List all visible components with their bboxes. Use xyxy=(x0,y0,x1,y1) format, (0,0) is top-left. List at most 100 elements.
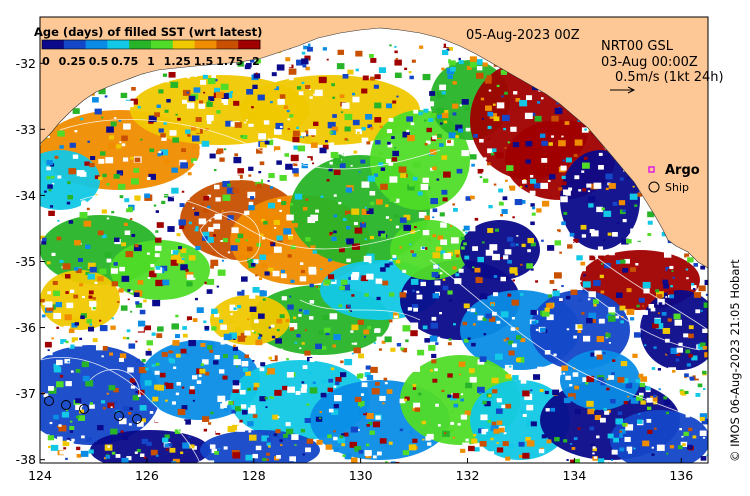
sst-speckle-cell xyxy=(366,375,374,381)
sst-speckle-cell xyxy=(600,290,605,294)
sst-speckle-cell xyxy=(369,430,375,435)
sst-speckle-cell xyxy=(169,447,176,453)
sst-speckle-cell xyxy=(322,144,329,150)
sst-speckle-cell xyxy=(240,250,247,256)
sst-speckle-cell xyxy=(388,104,396,110)
sst-speckle-cell xyxy=(342,454,346,457)
lat-tick-label: -38 xyxy=(16,452,36,467)
sst-speckle-cell xyxy=(97,425,104,431)
sst-speckle-cell xyxy=(189,389,196,395)
sst-speckle-cell xyxy=(590,352,596,357)
sst-speckle-cell xyxy=(689,376,695,381)
sst-speckle-cell xyxy=(333,157,342,164)
sst-speckle-cell xyxy=(71,316,79,324)
sst-speckle-cell xyxy=(430,322,438,329)
sst-speckle-cell xyxy=(261,263,268,269)
sst-speckle-cell xyxy=(402,450,410,456)
sst-speckle-cell xyxy=(597,458,605,463)
sst-speckle-cell xyxy=(692,288,696,291)
sst-speckle-cell xyxy=(57,130,65,137)
sst-speckle-cell xyxy=(50,444,59,451)
sst-speckle-cell xyxy=(75,368,81,373)
sst-speckle-cell xyxy=(164,427,168,430)
sst-speckle-cell xyxy=(507,259,512,264)
sst-speckle-cell xyxy=(408,444,417,451)
sst-speckle-cell xyxy=(471,342,476,347)
sst-speckle-cell xyxy=(398,166,407,173)
sst-speckle-cell xyxy=(300,428,306,433)
sst-speckle-cell xyxy=(671,270,674,272)
sst-speckle-cell xyxy=(333,430,336,433)
sst-speckle-cell xyxy=(158,151,162,154)
sst-speckle-cell xyxy=(473,433,477,437)
sst-speckle-cell xyxy=(176,257,185,264)
sst-speckle-cell xyxy=(339,285,345,291)
sst-speckle-cell xyxy=(193,207,196,210)
sst-speckle-cell xyxy=(107,402,115,409)
sst-speckle-cell xyxy=(361,137,369,143)
sst-speckle-cell xyxy=(636,395,643,401)
sst-speckle-cell xyxy=(560,236,567,242)
sst-speckle-cell xyxy=(111,317,114,320)
sst-speckle-cell xyxy=(530,242,536,247)
sst-speckle-cell xyxy=(500,69,508,75)
sst-speckle-cell xyxy=(386,129,392,134)
sst-speckle-cell xyxy=(376,296,381,301)
sst-speckle-cell xyxy=(448,338,452,341)
sst-speckle-cell xyxy=(251,330,254,332)
sst-speckle-cell xyxy=(567,265,570,268)
sst-speckle-cell xyxy=(126,329,131,333)
sst-speckle-cell xyxy=(355,129,363,135)
sst-speckle-cell xyxy=(598,152,603,156)
sst-speckle-cell xyxy=(196,307,204,313)
sst-speckle-cell xyxy=(424,119,427,122)
sst-speckle-cell xyxy=(248,122,254,127)
sst-speckle-cell xyxy=(222,238,228,243)
sst-speckle-cell xyxy=(605,173,613,180)
sst-speckle-cell xyxy=(458,361,466,367)
sst-speckle-cell xyxy=(186,353,190,356)
sst-speckle-cell xyxy=(511,299,519,306)
sst-speckle-cell xyxy=(532,206,536,210)
sst-speckle-cell xyxy=(85,271,90,275)
sst-speckle-cell xyxy=(309,300,315,304)
sst-speckle-cell xyxy=(422,438,425,441)
sst-speckle-cell xyxy=(587,190,591,193)
sst-speckle-cell xyxy=(521,243,526,248)
sst-speckle-cell xyxy=(51,252,56,257)
sst-speckle-cell xyxy=(529,178,537,184)
sst-speckle-cell xyxy=(347,213,353,218)
sst-speckle-cell xyxy=(504,364,513,372)
sst-speckle-cell xyxy=(493,292,498,297)
sst-speckle-cell xyxy=(287,118,290,121)
sst-speckle-cell xyxy=(471,438,478,444)
sst-speckle-cell xyxy=(59,259,64,264)
sst-speckle-cell xyxy=(201,140,210,147)
sst-speckle-cell xyxy=(341,102,350,109)
sst-speckle-cell xyxy=(57,175,62,179)
sst-speckle-cell xyxy=(44,190,47,193)
sst-speckle-cell xyxy=(134,243,139,248)
sst-speckle-cell xyxy=(629,462,638,463)
sst-speckle-cell xyxy=(177,301,184,306)
sst-speckle-cell xyxy=(224,148,227,151)
sst-speckle-cell xyxy=(563,189,571,196)
sst-speckle-cell xyxy=(125,100,134,108)
sst-speckle-cell xyxy=(496,442,499,444)
sst-speckle-cell xyxy=(99,325,108,332)
sst-speckle-cell xyxy=(374,328,381,333)
sst-speckle-cell xyxy=(131,86,136,91)
sst-speckle-cell xyxy=(329,161,333,165)
sst-speckle-cell xyxy=(653,346,657,349)
sst-speckle-cell xyxy=(248,201,254,206)
sst-patch xyxy=(470,380,570,460)
sst-speckle-cell xyxy=(472,167,477,172)
sst-speckle-cell xyxy=(540,182,548,189)
sst-speckle-cell xyxy=(154,245,162,251)
sst-speckle-cell xyxy=(57,425,60,428)
sst-speckle-cell xyxy=(274,86,280,91)
sst-speckle-cell xyxy=(287,254,292,258)
sst-speckle-cell xyxy=(275,122,284,130)
sst-speckle-cell xyxy=(673,313,681,320)
sst-speckle-cell xyxy=(234,122,242,128)
